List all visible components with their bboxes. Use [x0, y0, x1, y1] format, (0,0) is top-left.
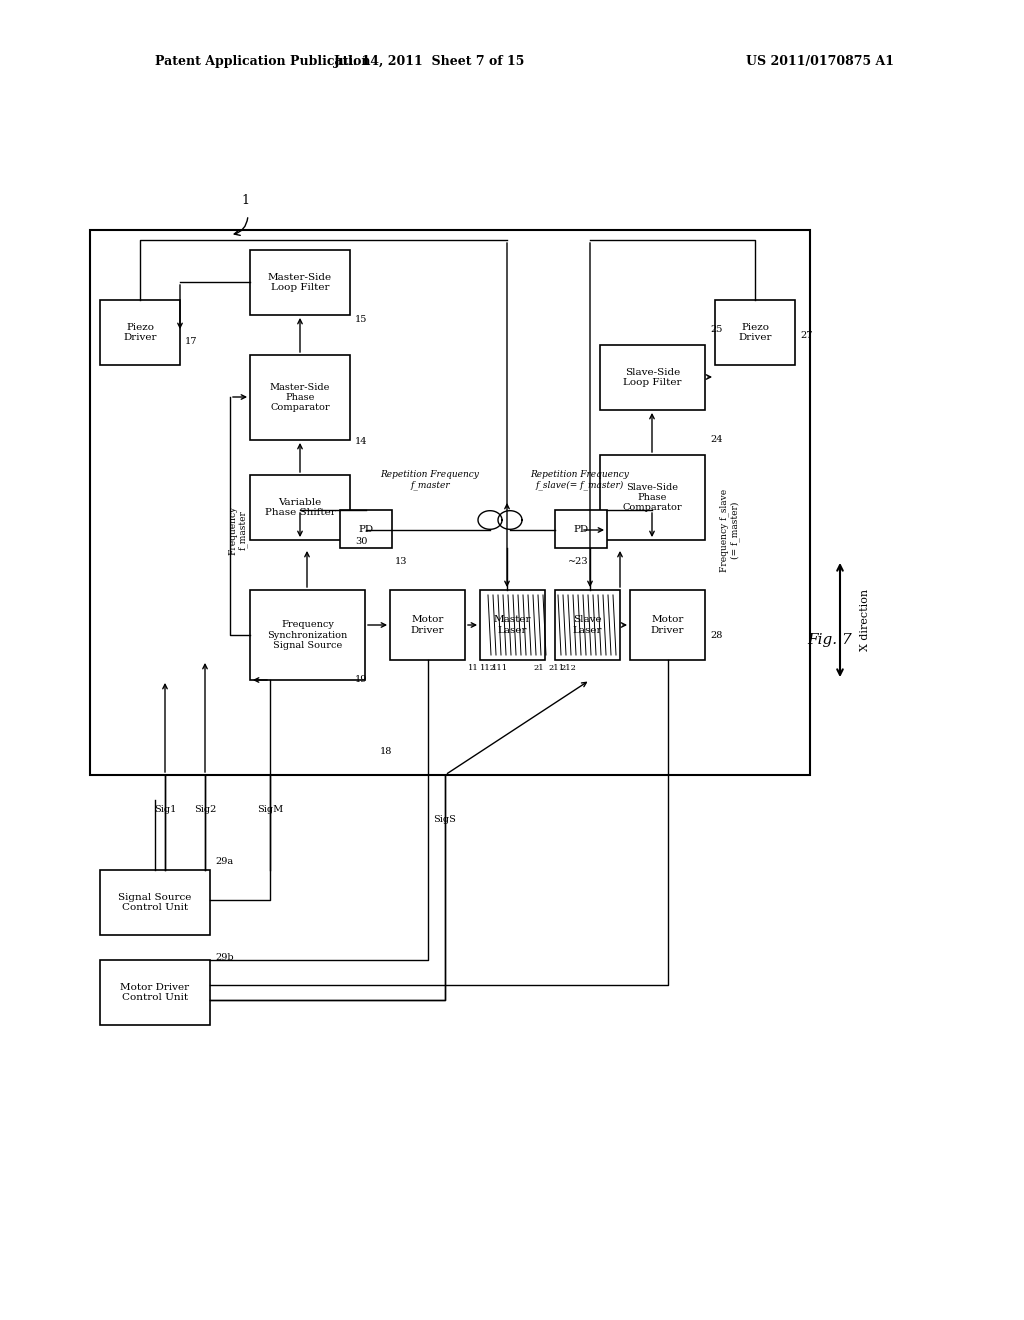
Text: 30: 30	[355, 537, 368, 546]
Text: ~23: ~23	[568, 557, 589, 566]
Text: X direction: X direction	[860, 589, 870, 651]
Text: 25: 25	[710, 326, 722, 334]
Bar	[100, 300, 180, 366]
Text: Jul. 14, 2011  Sheet 7 of 15: Jul. 14, 2011 Sheet 7 of 15	[334, 55, 525, 69]
Text: 24: 24	[710, 436, 723, 445]
Text: Signal Source
Control Unit: Signal Source Control Unit	[119, 892, 191, 912]
Text: 21: 21	[534, 664, 544, 672]
Bar	[390, 590, 465, 660]
Bar	[250, 475, 350, 540]
Text: Frequency
f_master: Frequency f_master	[228, 506, 248, 554]
Bar	[340, 510, 392, 548]
Text: 19: 19	[355, 676, 368, 685]
Text: 28: 28	[710, 631, 722, 639]
Text: Repetition Frequency
f_master: Repetition Frequency f_master	[381, 470, 479, 490]
Bar	[555, 590, 620, 660]
Text: Frequency f_slave
(= f_master): Frequency f_slave (= f_master)	[720, 488, 740, 572]
Text: Repetition Frequency
f_slave(= f_master): Repetition Frequency f_slave(= f_master)	[530, 470, 630, 490]
Text: Master-Side
Phase
Comparator: Master-Side Phase Comparator	[269, 383, 330, 412]
Bar	[250, 355, 350, 440]
Text: 29a: 29a	[215, 858, 233, 866]
Text: Piezo
Driver: Piezo Driver	[738, 323, 772, 342]
Text: Sig2: Sig2	[194, 805, 216, 814]
Text: SigS: SigS	[433, 816, 457, 825]
Text: 1: 1	[241, 194, 249, 206]
Text: Motor
Driver: Motor Driver	[650, 615, 684, 635]
Text: 17: 17	[185, 338, 198, 346]
Text: Fig. 7: Fig. 7	[808, 634, 852, 647]
Text: Slave-Side
Loop Filter: Slave-Side Loop Filter	[624, 368, 682, 387]
Bar	[90, 230, 810, 775]
Bar	[100, 870, 210, 935]
Text: 211: 211	[548, 664, 564, 672]
Text: PD: PD	[358, 524, 374, 533]
Text: Slave
Laser: Slave Laser	[572, 615, 602, 635]
Bar	[250, 590, 365, 680]
Text: 15: 15	[355, 315, 368, 325]
Text: Motor Driver
Control Unit: Motor Driver Control Unit	[121, 983, 189, 1002]
Text: 29b: 29b	[215, 953, 233, 962]
Text: 112: 112	[480, 664, 496, 672]
Bar	[555, 510, 607, 548]
Bar	[600, 345, 705, 411]
Bar	[630, 590, 705, 660]
Text: 212: 212	[560, 664, 575, 672]
Text: PD: PD	[573, 524, 589, 533]
Bar	[480, 590, 545, 660]
Text: 111: 111	[492, 664, 508, 672]
Text: 27: 27	[800, 330, 812, 339]
Text: SigM: SigM	[257, 805, 283, 814]
Text: Master-Side
Loop Filter: Master-Side Loop Filter	[268, 273, 332, 292]
Text: 18: 18	[380, 747, 392, 756]
Text: Sig1: Sig1	[154, 805, 176, 814]
Text: Slave-Side
Phase
Comparator: Slave-Side Phase Comparator	[623, 483, 682, 512]
Text: Piezo
Driver: Piezo Driver	[123, 323, 157, 342]
Text: Motor
Driver: Motor Driver	[411, 615, 444, 635]
Text: Variable
Phase Shifter: Variable Phase Shifter	[264, 498, 336, 517]
Bar	[715, 300, 795, 366]
Text: 14: 14	[355, 437, 368, 446]
Text: Patent Application Publication: Patent Application Publication	[155, 55, 371, 69]
Bar	[100, 960, 210, 1026]
Text: 11: 11	[468, 664, 479, 672]
Text: US 2011/0170875 A1: US 2011/0170875 A1	[746, 55, 894, 69]
Text: Frequency
Synchronization
Signal Source: Frequency Synchronization Signal Source	[267, 620, 347, 649]
Bar	[600, 455, 705, 540]
Bar	[250, 249, 350, 315]
Text: 13: 13	[395, 557, 408, 566]
Text: Master
Laser: Master Laser	[494, 615, 531, 635]
